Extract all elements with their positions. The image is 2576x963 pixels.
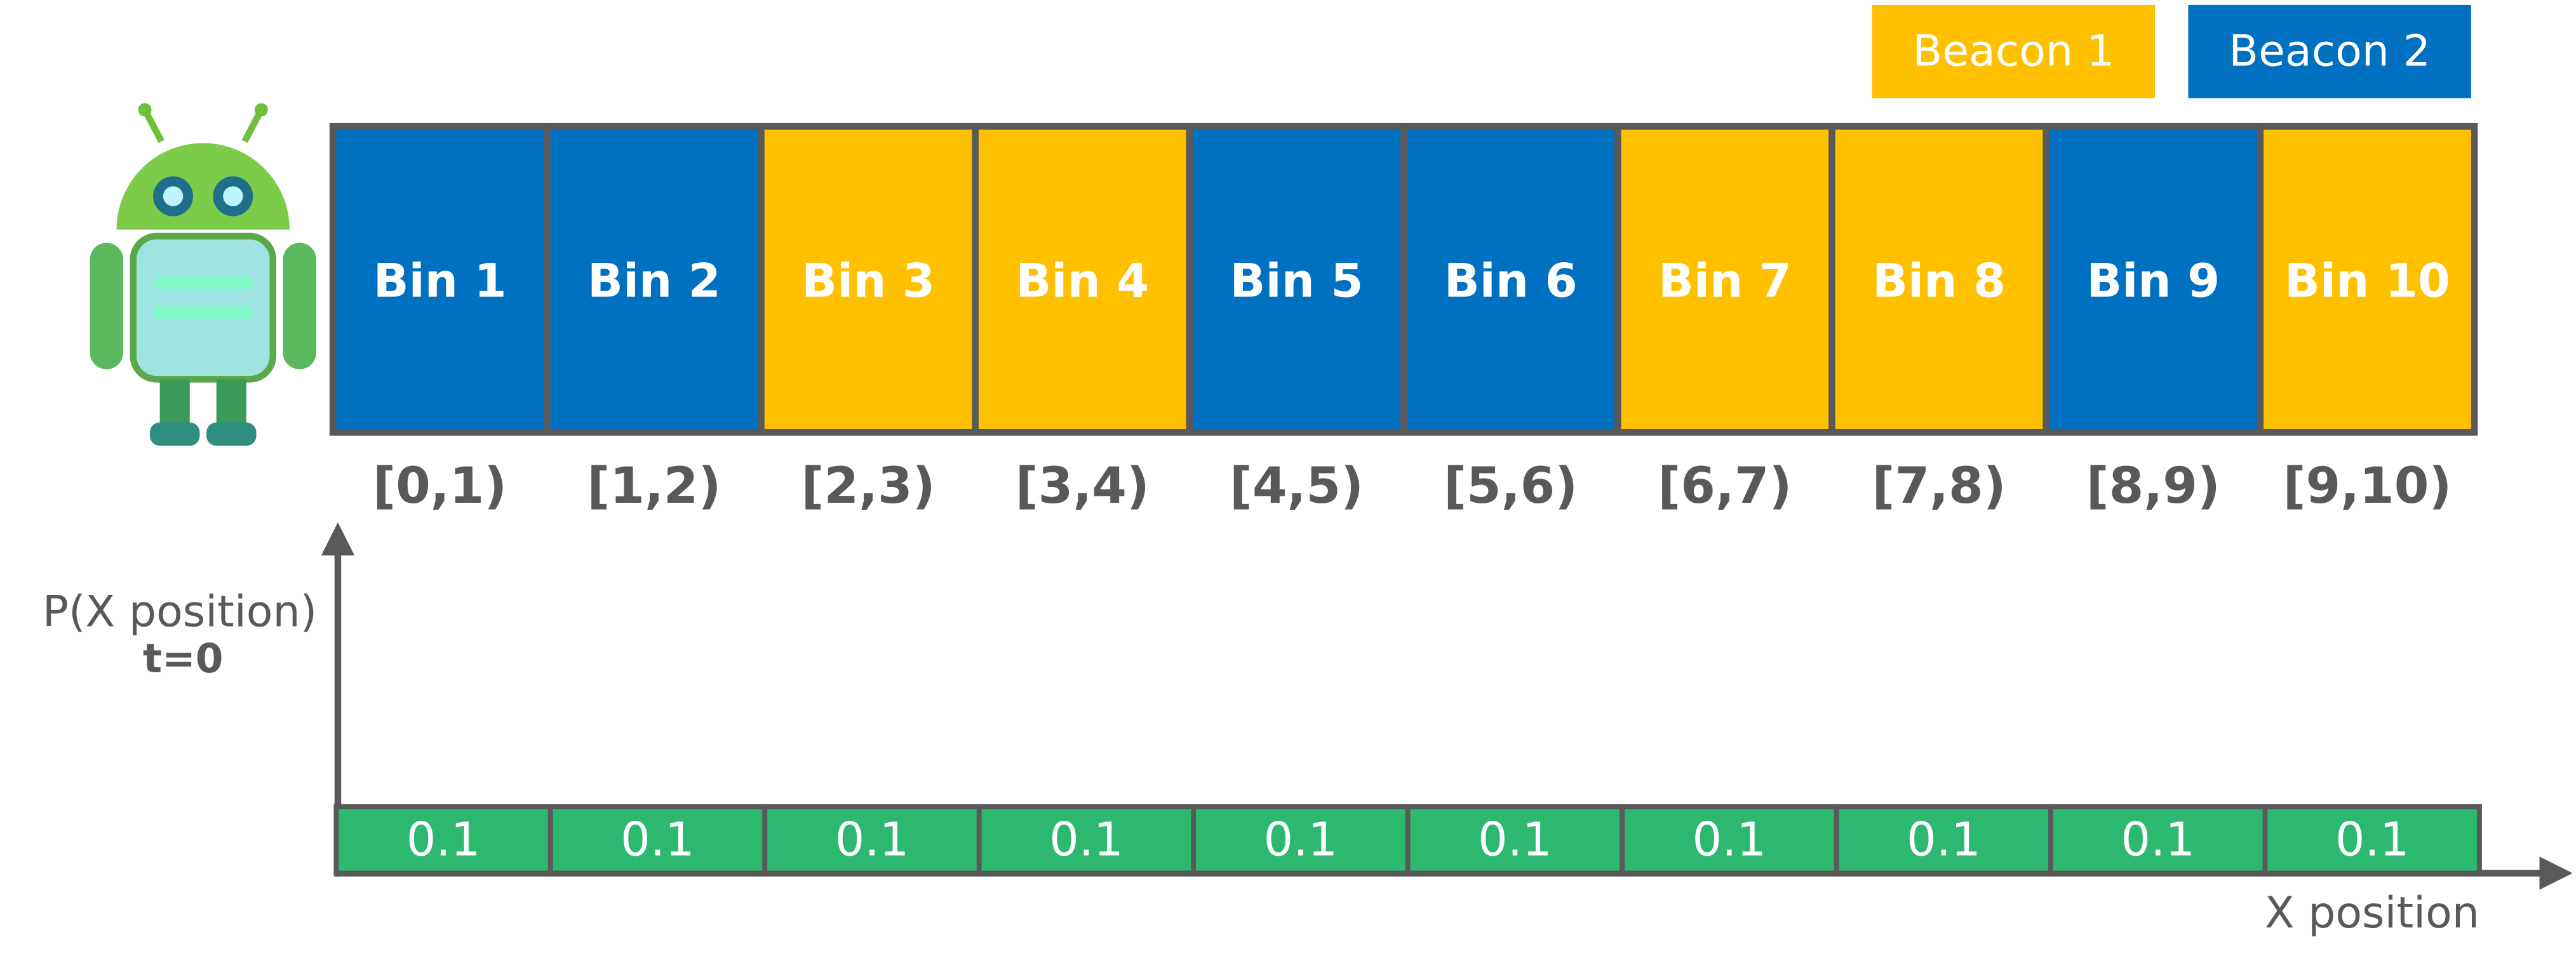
y-axis-label: P(X position) (43, 587, 317, 637)
bin-label: Bin 3 (802, 254, 935, 308)
bin (1186, 123, 1407, 436)
probability-bar (1834, 804, 2053, 876)
bin (329, 123, 551, 436)
probability-label: 0.1 (2121, 813, 2195, 867)
probability-bar (547, 804, 768, 876)
bin-label: Bin 9 (2086, 254, 2220, 308)
bin (1828, 123, 2049, 436)
bin-label: Bin 6 (1444, 254, 1578, 308)
bin-label: Bin 2 (587, 254, 721, 308)
bin (1614, 123, 1835, 436)
time-label: t=0 (143, 635, 224, 682)
probability-bar (762, 804, 982, 876)
dynamic-content: Beacon 1 Beacon 2 Bin 1 [0,1) 0.1 Bin 2 [1,2) 0… (329, 4, 2482, 876)
probability-label: 0.1 (621, 813, 695, 867)
bin-interval: [6,7) (1658, 456, 1792, 515)
bin (544, 123, 765, 436)
bin-interval: [7,8) (1872, 456, 2006, 515)
probability-label: 0.1 (1264, 813, 1338, 867)
bin-interval: [0,1) (373, 456, 507, 515)
bin-interval: [1,2) (587, 456, 721, 515)
robot-icon (90, 103, 316, 446)
bin-interval: [9,10) (2283, 456, 2452, 515)
probability-label: 0.1 (2335, 813, 2410, 867)
probability-bar (1620, 804, 1839, 876)
probability-label: 0.1 (1692, 813, 1766, 867)
bin-label: Bin 4 (1016, 254, 1149, 308)
bin-label: Bin 8 (1872, 254, 2006, 308)
bin-label: Bin 10 (2284, 254, 2450, 308)
x-axis-label: X position (2265, 888, 2479, 938)
probability-bar (1405, 804, 1625, 876)
legend-label: Beacon 1 (1913, 27, 2115, 77)
probability-label: 0.1 (1907, 813, 1981, 867)
bin-interval: [8,9) (2086, 456, 2220, 515)
legend-swatch (1872, 4, 2156, 98)
probability-label: 0.1 (1049, 813, 1124, 867)
probability-label: 0.1 (1478, 813, 1552, 867)
probability-label: 0.1 (406, 813, 481, 867)
probability-bar (976, 804, 1197, 876)
probability-bar (1191, 804, 1411, 876)
probability-label: 0.1 (835, 813, 909, 867)
probability-bar (2262, 804, 2482, 876)
bin (2043, 123, 2264, 436)
bin (758, 123, 979, 436)
bin-interval: [4,5) (1230, 456, 1364, 515)
legend-label: Beacon 2 (2229, 27, 2431, 77)
bin-label: Bin 1 (373, 254, 507, 308)
bin-label: Bin 5 (1230, 254, 1364, 308)
legend-swatch (2188, 4, 2471, 98)
bin-label: Bin 7 (1658, 254, 1792, 308)
bin-interval: [3,4) (1016, 456, 1150, 515)
bin-interval: [5,6) (1444, 456, 1578, 515)
bin (2257, 123, 2478, 436)
bin-interval: [2,3) (802, 456, 936, 515)
